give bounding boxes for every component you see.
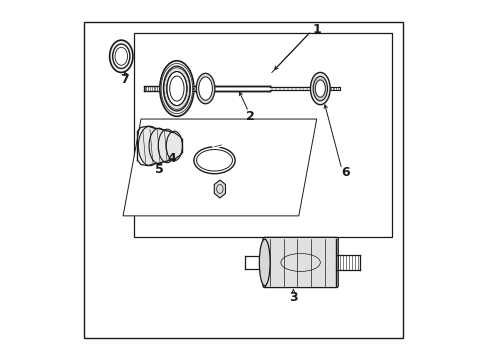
Ellipse shape (315, 80, 325, 97)
Polygon shape (123, 119, 317, 216)
FancyBboxPatch shape (263, 237, 338, 288)
Ellipse shape (110, 40, 133, 72)
Ellipse shape (167, 72, 187, 105)
Ellipse shape (149, 128, 169, 164)
Text: 1: 1 (312, 23, 321, 36)
Text: 2: 2 (246, 110, 255, 123)
Ellipse shape (113, 44, 130, 68)
Ellipse shape (160, 61, 194, 116)
Text: 7: 7 (121, 73, 129, 86)
Ellipse shape (164, 66, 190, 111)
Ellipse shape (196, 73, 215, 104)
Ellipse shape (311, 72, 330, 105)
Ellipse shape (138, 126, 162, 166)
Ellipse shape (259, 239, 270, 286)
Text: 6: 6 (341, 166, 350, 179)
Ellipse shape (158, 129, 176, 163)
Ellipse shape (199, 77, 212, 100)
Ellipse shape (166, 131, 182, 161)
Ellipse shape (313, 76, 327, 101)
Text: 5: 5 (154, 163, 163, 176)
Text: 4: 4 (167, 152, 176, 165)
Polygon shape (214, 180, 225, 198)
Text: 3: 3 (289, 291, 298, 304)
